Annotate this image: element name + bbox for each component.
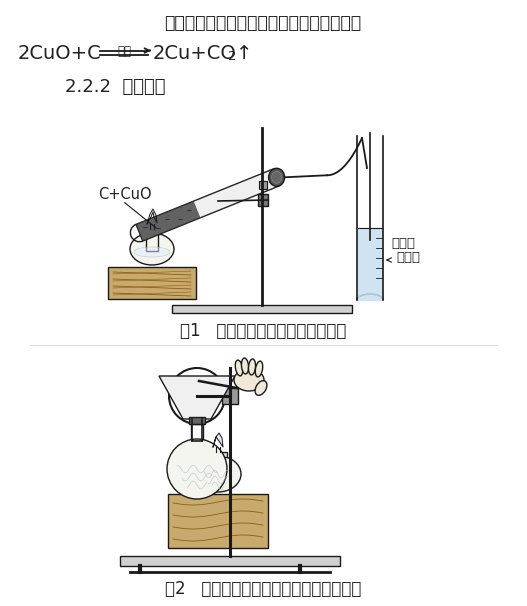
- Text: 图1   活性炭还原氧化铜装置示意图: 图1 活性炭还原氧化铜装置示意图: [180, 322, 346, 340]
- Ellipse shape: [255, 381, 267, 395]
- Ellipse shape: [195, 456, 241, 492]
- Polygon shape: [213, 433, 223, 447]
- Polygon shape: [358, 228, 382, 300]
- Polygon shape: [159, 376, 235, 419]
- Bar: [209, 452, 227, 457]
- Text: ↑: ↑: [236, 44, 252, 63]
- Bar: [258, 194, 268, 206]
- Bar: [222, 388, 238, 404]
- Polygon shape: [147, 209, 157, 224]
- Text: 2.2.2  实验装置: 2.2.2 实验装置: [65, 78, 165, 96]
- Bar: [189, 417, 205, 424]
- Text: 图2   烘炒炭粉和氧化铜的实验装置示意图: 图2 烘炒炭粉和氧化铜的实验装置示意图: [165, 580, 361, 598]
- Ellipse shape: [241, 358, 249, 374]
- Bar: [144, 229, 160, 234]
- Polygon shape: [136, 201, 200, 241]
- Circle shape: [167, 439, 227, 499]
- Polygon shape: [136, 169, 280, 241]
- Bar: [259, 181, 267, 189]
- Bar: [108, 267, 196, 299]
- Ellipse shape: [248, 359, 256, 375]
- Text: 高温: 高温: [117, 45, 131, 58]
- Bar: [172, 305, 352, 313]
- Text: 2: 2: [228, 50, 237, 63]
- Text: 炭粉在高温下还原氧化铜的反应方程式为：: 炭粉在高温下还原氧化铜的反应方程式为：: [164, 14, 362, 32]
- Ellipse shape: [235, 360, 243, 376]
- Text: 澄清的: 澄清的: [391, 237, 415, 250]
- Bar: [168, 494, 268, 548]
- Bar: [146, 233, 158, 251]
- Ellipse shape: [269, 168, 285, 186]
- Text: 2Cu+CO: 2Cu+CO: [153, 44, 237, 63]
- Text: 2CuO+C: 2CuO+C: [18, 44, 102, 63]
- Ellipse shape: [234, 369, 264, 391]
- Ellipse shape: [255, 361, 263, 377]
- Ellipse shape: [130, 233, 174, 265]
- Ellipse shape: [134, 247, 170, 257]
- Text: C+CuO: C+CuO: [98, 187, 152, 202]
- Bar: [212, 456, 224, 476]
- Ellipse shape: [271, 171, 281, 183]
- Bar: [120, 556, 340, 566]
- Text: 石灰水: 石灰水: [396, 251, 420, 264]
